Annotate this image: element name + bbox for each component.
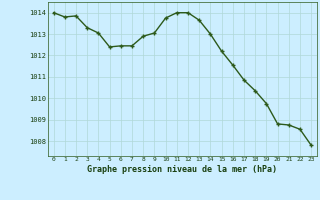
X-axis label: Graphe pression niveau de la mer (hPa): Graphe pression niveau de la mer (hPa)	[87, 165, 277, 174]
